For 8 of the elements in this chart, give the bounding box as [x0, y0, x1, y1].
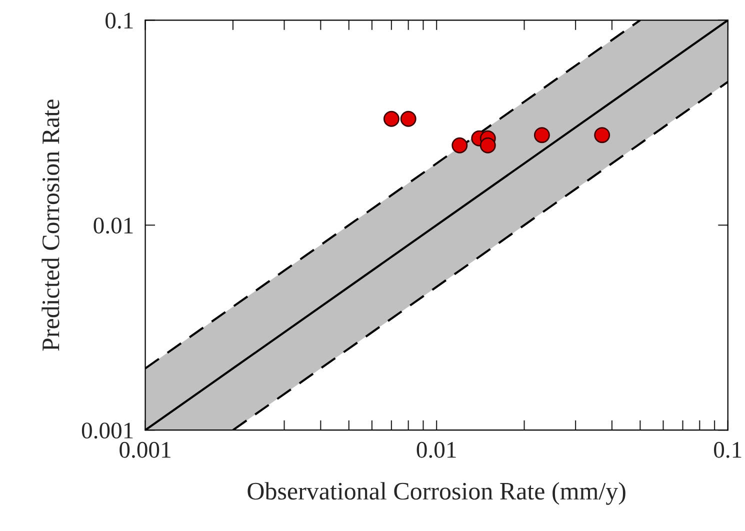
x-tick-label: 0.1 [714, 442, 742, 458]
x-tick-label: 0.001 [120, 442, 170, 458]
y-tick-label: 0.1 [106, 12, 133, 29]
y-tick-label: 0.01 [94, 218, 133, 234]
y-axis-title: Predicted Corrosion Rate [42, 100, 60, 351]
x-tick-label: 0.01 [416, 442, 456, 458]
x-axis-title: Observational Corrosion Rate (mm/y) [248, 482, 626, 505]
y-tick-label: 0.001 [82, 422, 133, 439]
